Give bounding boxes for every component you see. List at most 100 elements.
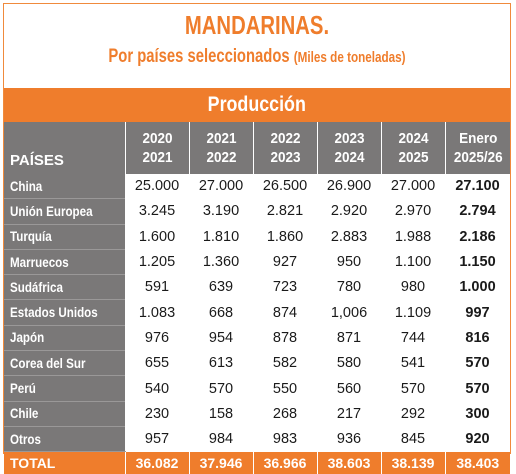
table-row: Marruecos 1.205 1.360 927 950 1.100 1.150: [4, 249, 510, 276]
value-cell: 26.500: [262, 178, 308, 195]
total-cell: 36.082: [124, 451, 189, 474]
country-name: Japón: [10, 330, 45, 346]
value-cell: 950: [336, 254, 362, 271]
column-header-line2: 2023: [269, 149, 301, 166]
value-cell: 871: [336, 329, 362, 346]
value-cell: 957: [144, 431, 170, 448]
value-cell: 668: [208, 304, 234, 321]
country-name: Chile: [10, 406, 39, 422]
value-cell: 874: [272, 304, 298, 321]
value-cell: 570: [465, 380, 490, 397]
column-header: 2024 2025: [380, 122, 446, 174]
section-band: Producción: [4, 88, 510, 122]
country-cell: Turquía: [4, 224, 125, 250]
country-cell: Otros: [4, 426, 125, 453]
value-cell: 1.000: [459, 279, 496, 296]
country-cell: China: [4, 174, 125, 200]
value-cell: 878: [272, 329, 298, 346]
column-header-line1: 2024: [397, 130, 429, 147]
country-cell: Marruecos: [4, 249, 125, 276]
value-cell: 2.186: [459, 228, 496, 245]
value-cell: 639: [208, 279, 234, 296]
value-cell: 2.883: [330, 228, 368, 245]
column-header: 2023 2024: [316, 122, 382, 174]
country-name: Estados Unidos: [10, 305, 98, 321]
value-cell: 983: [272, 431, 298, 448]
column-header-line1: 2023: [333, 130, 365, 147]
table-row: China 25.000 27.000 26.500 26.900 27.000 27.10…: [4, 174, 510, 200]
value-cell: 816: [465, 329, 490, 346]
total-cell: 38.603: [316, 451, 381, 474]
value-cell: 1.205: [138, 254, 176, 271]
value-cell: 3.190: [202, 203, 240, 220]
country-name: Otros: [10, 431, 41, 447]
value-cell: 1.109: [394, 304, 432, 321]
value-cell: 2.920: [330, 203, 368, 220]
table-row: Perú 540 570 550 560 570 570: [4, 375, 510, 402]
column-header-line2: 2024: [333, 149, 365, 166]
value-cell: 27.000: [198, 178, 244, 195]
column-header: 2021 2022: [188, 122, 254, 174]
page-title: MANDARINAS.: [184, 10, 330, 40]
column-header: Enero 2025/26: [444, 122, 510, 174]
table-row: Estados Unidos 1.083 668 874 1,006 1.109 997: [4, 299, 510, 326]
value-cell: 723: [272, 279, 298, 296]
total-row: TOTAL 36.082 37.946 36.966 38.603 38.139…: [4, 451, 510, 474]
value-cell: 550: [272, 380, 298, 397]
value-cell: 2.970: [394, 203, 432, 220]
value-cell: 591: [144, 279, 170, 296]
table-row: Otros 957 984 983 936 845 920: [4, 426, 510, 453]
table-row: Unión Europea 3.245 3.190 2.821 2.920 2.970 2.…: [4, 198, 510, 225]
country-cell: Unión Europea: [4, 198, 125, 225]
value-cell: 920: [465, 431, 490, 448]
value-cell: 744: [400, 329, 426, 346]
value-cell: 1.600: [138, 228, 176, 245]
value-cell: 997: [465, 304, 490, 321]
value-cell: 1.083: [138, 304, 176, 321]
production-table: PAÍSES 2020 2021 2021 2022 2022 2023 2023 20…: [4, 122, 510, 474]
value-cell: 27.000: [390, 178, 436, 195]
value-cell: 1,006: [330, 304, 368, 321]
country-cell: Chile: [4, 401, 125, 427]
value-cell: 158: [208, 405, 234, 422]
value-cell: 570: [208, 380, 234, 397]
section-band-label: Producción: [207, 93, 307, 116]
total-label: TOTAL: [4, 451, 125, 474]
country-cell: Corea del Sur: [4, 350, 125, 377]
value-cell: 1.360: [202, 254, 240, 271]
value-cell: 936: [336, 431, 362, 448]
column-header-line1: Enero: [458, 130, 497, 147]
country-name: Perú: [10, 381, 36, 397]
country-cell: Sudáfrica: [4, 274, 125, 301]
total-cell: 36.966: [252, 451, 317, 474]
country-cell: Japón: [4, 325, 125, 352]
table-frame: MANDARINAS. Por países seleccionados (Mi…: [3, 3, 511, 474]
value-cell: 2.821: [266, 203, 304, 220]
subtitle-unit: (Miles de toneladas): [293, 49, 406, 66]
page-subtitle: Por países seleccionados (Miles de tonel…: [60, 46, 455, 68]
value-cell: 613: [208, 355, 234, 372]
value-cell: 582: [272, 355, 298, 372]
country-cell: Estados Unidos: [4, 299, 125, 326]
value-cell: 27.100: [455, 178, 500, 195]
column-header-line2: 2022: [205, 149, 237, 166]
country-name: Corea del Sur: [10, 355, 86, 371]
value-cell: 541: [400, 355, 426, 372]
value-cell: 570: [400, 380, 426, 397]
column-header-countries: PAÍSES: [4, 122, 126, 174]
country-cell: Perú: [4, 375, 125, 402]
country-name: Turquía: [10, 229, 52, 245]
value-cell: 927: [272, 254, 298, 271]
table-body: China 25.000 27.000 26.500 26.900 27.000 27.10…: [4, 174, 510, 453]
value-cell: 570: [465, 355, 490, 372]
value-cell: 1.860: [266, 228, 304, 245]
column-header: 2020 2021: [124, 122, 190, 174]
value-cell: 1.100: [394, 254, 432, 271]
value-cell: 1.150: [459, 254, 496, 271]
country-name: Unión Europea: [10, 203, 93, 219]
value-cell: 655: [144, 355, 170, 372]
column-header-line2: 2025: [397, 149, 429, 166]
column-header-line1: 2020: [141, 130, 173, 147]
value-cell: 3.245: [138, 203, 176, 220]
value-cell: 976: [144, 329, 170, 346]
